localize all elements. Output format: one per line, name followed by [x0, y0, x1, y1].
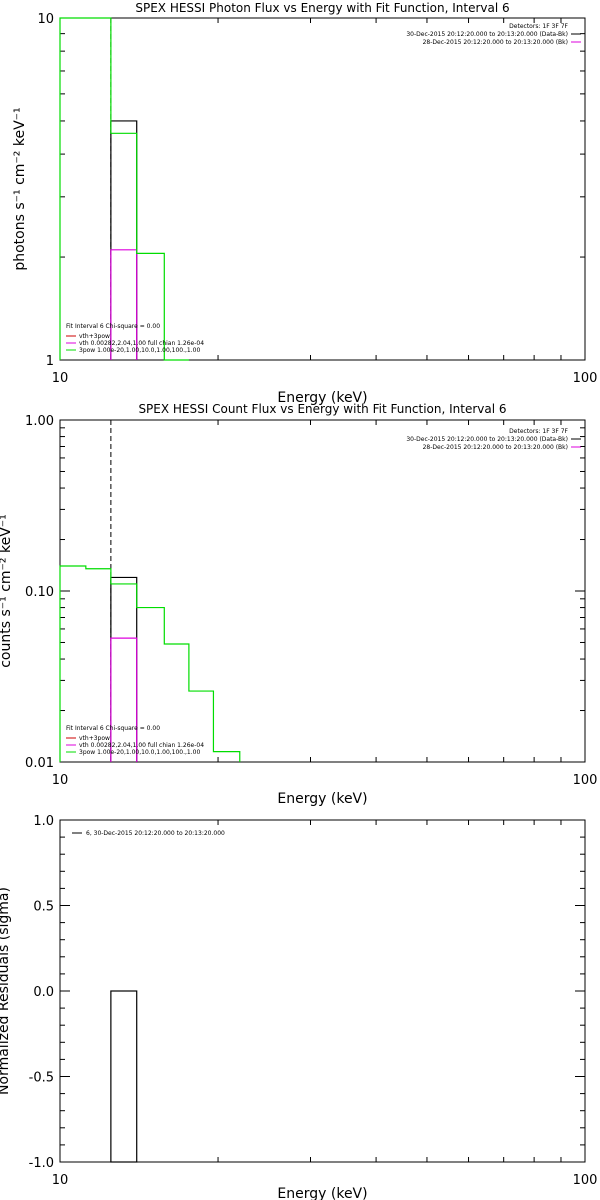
series-model: [59, 565, 241, 762]
y-axis-label: Normalized Residuals (sigma): [0, 887, 12, 1095]
x-tick-label: 100: [573, 1173, 598, 1188]
x-tick-label: 100: [573, 371, 598, 386]
legend-entry: 30-Dec-2015 20:12:20.000 to 20:13:20.000…: [406, 31, 568, 38]
fit-legend-entry: 3pow 1.00e-20,1.00,10.0,1.00,100.,1.00: [79, 749, 200, 756]
x-tick-label: 10: [52, 773, 69, 788]
fit-legend-entry: vth 0.00282,2.04,1.00 full chian 1.26e-0…: [79, 340, 204, 347]
step-trace: [110, 249, 138, 360]
legend-entry: 6, 30-Dec-2015 20:12:20.000 to 20:13:20.…: [86, 830, 225, 837]
x-axis-label: Energy (keV): [277, 390, 367, 406]
plot-panel-2: SPEX HESSI Count Flux vs Energy with Fit…: [0, 402, 597, 807]
x-tick-label: 10: [52, 371, 69, 386]
fit-legend-entry: 3pow 1.00e-20,1.00,10.0,1.00,100.,1.00: [79, 347, 200, 354]
fit-legend-header: Fit Interval 6 Chi-square = 0.00: [66, 725, 160, 732]
plot-panel-1: SPEX HESSI Photon Flux vs Energy with Fi…: [12, 1, 597, 406]
y-tick-label: 0.5: [33, 900, 54, 915]
plot-frame: [59, 419, 586, 763]
fit-legend-header: Fit Interval 6 Chi-square = 0.00: [66, 323, 160, 330]
y-axis-label: counts s⁻¹ cm⁻² keV⁻¹: [0, 514, 14, 668]
series-data: [110, 990, 138, 1163]
y-axis-label: photons s⁻¹ cm⁻² keV⁻¹: [12, 107, 28, 270]
fit-legend-entry: vth 0.00282,2.04,1.00 full chian 1.26e-0…: [79, 742, 204, 749]
y-tick-label: -1.0: [29, 1156, 54, 1171]
step-trace: [110, 637, 138, 762]
y-tick-label: 1.0: [33, 814, 54, 829]
y-tick-label: 1: [46, 354, 54, 369]
step-trace: [110, 576, 138, 762]
y-tick-label: 10: [37, 12, 54, 27]
y-tick-label: -0.5: [29, 1071, 54, 1086]
step-trace: [59, 17, 189, 361]
plot-title: SPEX HESSI Photon Flux vs Energy with Fi…: [135, 1, 509, 15]
x-tick-label: 100: [573, 773, 598, 788]
y-tick-label: 0.0: [33, 985, 54, 1000]
step-trace: [59, 565, 241, 762]
legend-entry: 28-Dec-2015 20:12:20.000 to 20:13:20.000…: [423, 39, 568, 46]
legend-entry: 30-Dec-2015 20:12:20.000 to 20:13:20.000…: [406, 436, 568, 443]
legend-entry: 28-Dec-2015 20:12:20.000 to 20:13:20.000…: [423, 444, 568, 451]
x-axis-label: Energy (keV): [277, 791, 367, 807]
plot-panel-3: 10 100 -1.0 -0.5 0.0 0.5 1.0 Energy (keV) Normal…: [0, 814, 597, 1200]
series-vth: [110, 249, 138, 360]
plot-title: SPEX HESSI Count Flux vs Energy with Fit…: [138, 402, 506, 416]
plot-frame: [59, 819, 586, 1163]
legend-entry: Detectors: 1F 3F 7F: [509, 23, 568, 30]
plot-frame: [59, 17, 586, 361]
series-vth: [110, 637, 138, 762]
fit-legend-entry: vth+3pow: [79, 735, 110, 742]
series-data: [110, 576, 138, 762]
legend-entry: Detectors: 1F 3F 7F: [509, 428, 568, 435]
y-tick-label: 0.10: [25, 585, 54, 600]
series-model: [59, 17, 189, 361]
residual-bin: [110, 990, 138, 1163]
y-tick-label: 1.00: [25, 414, 54, 429]
y-tick-label: 0.01: [25, 756, 54, 771]
x-axis-label: Energy (keV): [277, 1186, 367, 1200]
x-tick-label: 10: [52, 1173, 69, 1188]
fit-legend-entry: vth+3pow: [79, 333, 110, 340]
